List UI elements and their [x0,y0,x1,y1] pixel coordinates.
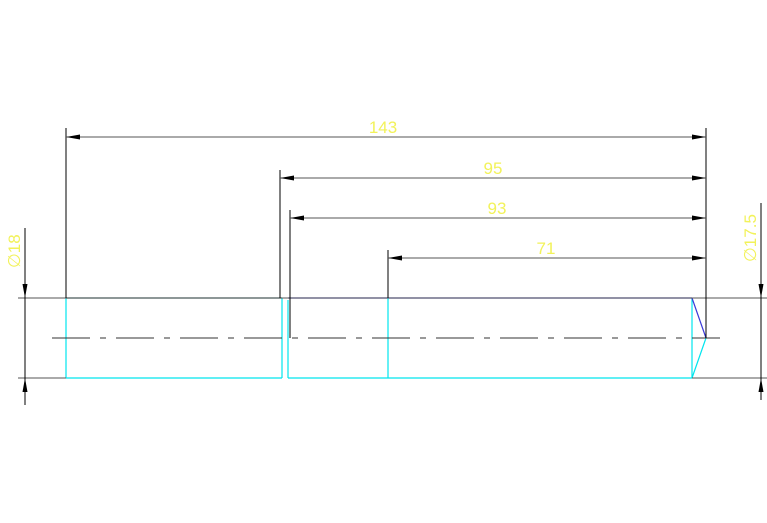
dimension-71: 71 [388,239,706,261]
dimension-text-143: 143 [369,118,397,137]
dimension-text-95: 95 [484,159,503,178]
dimension-text-93: 93 [488,199,507,218]
dimension-143: 143 [66,118,706,140]
extension-lines [18,128,767,379]
dimension-95: 95 [280,159,706,181]
dimension-93: 93 [290,199,706,221]
dimension-dia-18: ∅18 [5,228,28,405]
dimension-dia-17-5: ∅17.5 [741,203,764,400]
dimension-text-71: 71 [537,239,556,258]
dimension-text-dia-18: ∅18 [5,234,24,268]
dimension-text-dia-17-5: ∅17.5 [741,214,760,262]
